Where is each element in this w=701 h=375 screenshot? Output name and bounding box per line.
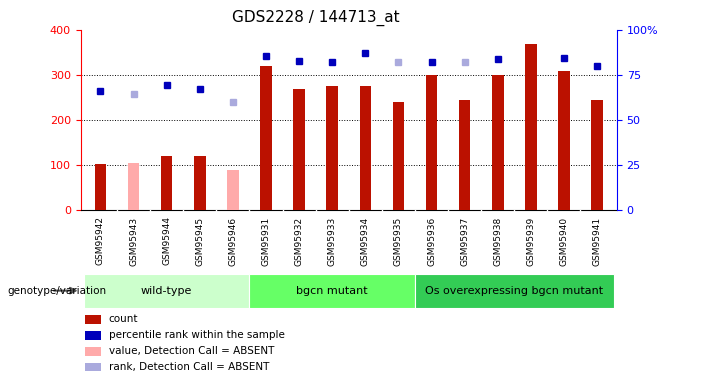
- Text: GSM95942: GSM95942: [96, 216, 105, 266]
- Text: GSM95934: GSM95934: [361, 216, 370, 266]
- Text: Os overexpressing bgcn mutant: Os overexpressing bgcn mutant: [426, 286, 604, 296]
- Text: count: count: [109, 314, 138, 324]
- Text: GSM95943: GSM95943: [129, 216, 138, 266]
- Text: GSM95933: GSM95933: [327, 216, 336, 266]
- Bar: [85, 363, 101, 372]
- Text: wild-type: wild-type: [141, 286, 192, 296]
- Bar: [250, 274, 415, 308]
- Bar: [558, 71, 570, 210]
- Bar: [293, 88, 305, 210]
- Text: GSM95940: GSM95940: [559, 216, 569, 266]
- Text: GSM95936: GSM95936: [427, 216, 436, 266]
- Bar: [260, 66, 272, 210]
- Bar: [84, 274, 250, 308]
- Text: GSM95941: GSM95941: [592, 216, 601, 266]
- Text: GSM95931: GSM95931: [261, 216, 271, 266]
- Bar: [492, 75, 503, 210]
- Bar: [194, 156, 205, 210]
- Bar: [415, 274, 613, 308]
- Text: value, Detection Call = ABSENT: value, Detection Call = ABSENT: [109, 346, 274, 356]
- Bar: [128, 163, 139, 210]
- Bar: [426, 75, 437, 210]
- Text: GSM95937: GSM95937: [460, 216, 469, 266]
- Bar: [95, 164, 107, 210]
- Text: GSM95939: GSM95939: [526, 216, 536, 266]
- Bar: [85, 346, 101, 355]
- Text: genotype/variation: genotype/variation: [7, 286, 106, 296]
- Text: GSM95944: GSM95944: [162, 216, 171, 266]
- Text: bgcn mutant: bgcn mutant: [297, 286, 368, 296]
- Bar: [161, 156, 172, 210]
- Bar: [591, 100, 603, 210]
- Bar: [85, 315, 101, 324]
- Text: GDS2228 / 144713_at: GDS2228 / 144713_at: [231, 9, 400, 26]
- Bar: [360, 86, 371, 210]
- Bar: [327, 86, 338, 210]
- Text: GSM95938: GSM95938: [494, 216, 502, 266]
- Text: GSM95935: GSM95935: [394, 216, 403, 266]
- Bar: [459, 100, 470, 210]
- Bar: [393, 102, 404, 210]
- Text: GSM95932: GSM95932: [294, 216, 304, 266]
- Text: GSM95945: GSM95945: [196, 216, 204, 266]
- Text: percentile rank within the sample: percentile rank within the sample: [109, 330, 285, 340]
- Bar: [85, 331, 101, 340]
- Text: GSM95946: GSM95946: [229, 216, 238, 266]
- Bar: [525, 44, 536, 210]
- Text: rank, Detection Call = ABSENT: rank, Detection Call = ABSENT: [109, 362, 269, 372]
- Bar: [227, 170, 238, 210]
